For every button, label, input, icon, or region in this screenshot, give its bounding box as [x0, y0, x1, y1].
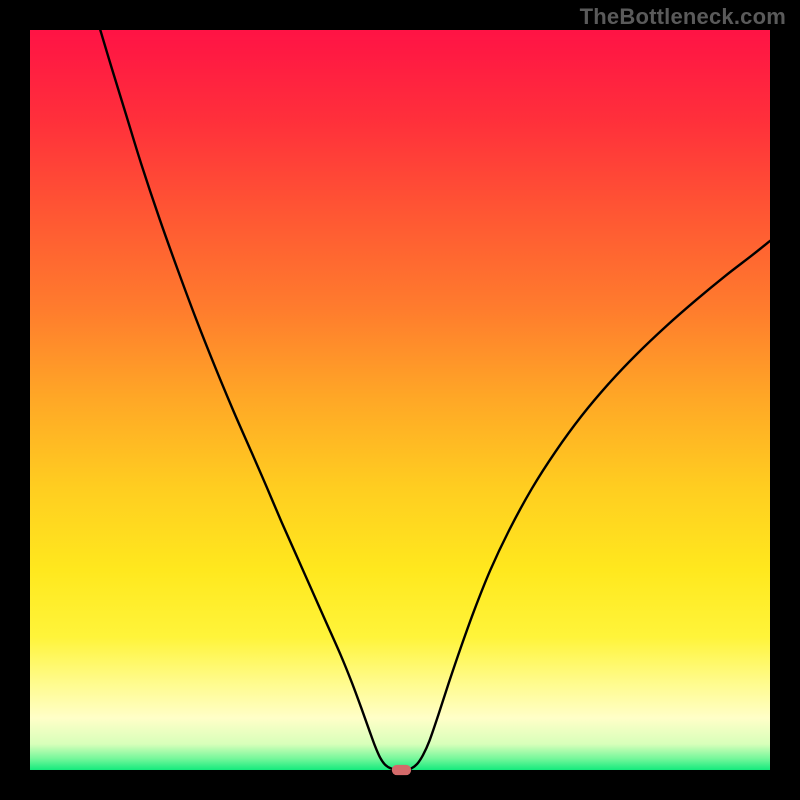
chart-container: TheBottleneck.com — [0, 0, 800, 800]
plot-gradient-background — [30, 30, 770, 770]
watermark-text: TheBottleneck.com — [580, 4, 786, 30]
minimum-marker — [392, 765, 411, 775]
bottleneck-chart — [0, 0, 800, 800]
